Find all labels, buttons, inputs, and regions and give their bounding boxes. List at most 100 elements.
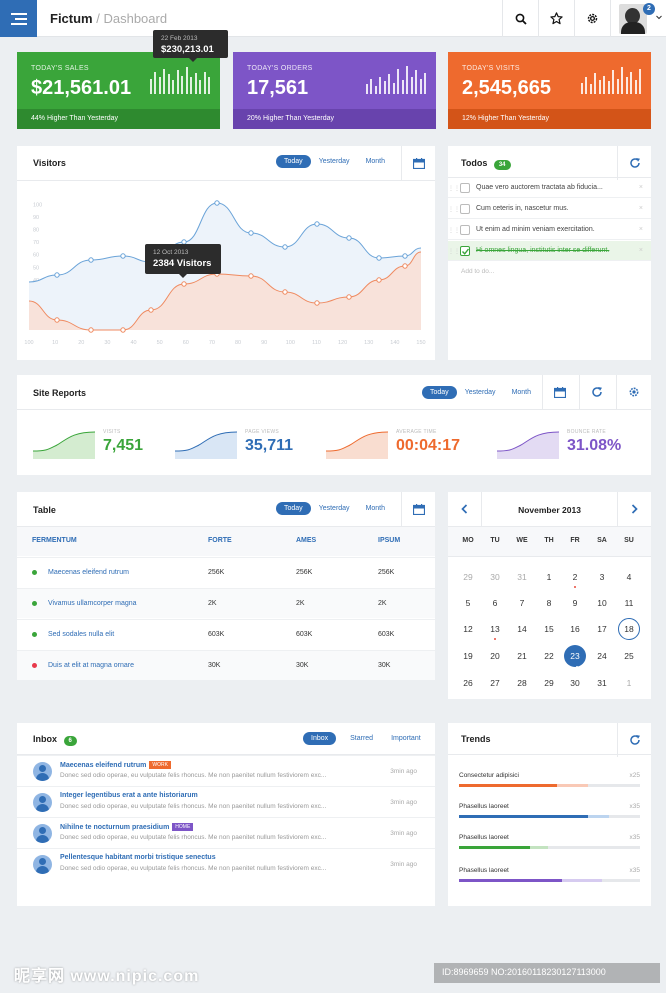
trend-item[interactable]: Phasellus laoreet x35 <box>459 834 640 856</box>
filter-yesterday[interactable]: Yesterday <box>464 389 496 396</box>
visitors-series-blue-point[interactable] <box>120 253 126 259</box>
calendar-day[interactable]: 13 <box>482 619 508 640</box>
report-metric[interactable]: AVERAGE TIME 00:04:17 <box>326 428 466 460</box>
calendar-day[interactable]: 21 <box>517 651 527 661</box>
calendar-day[interactable]: 12 <box>463 624 473 634</box>
visitors-series-orange-point[interactable] <box>181 281 187 287</box>
filter-month[interactable]: Month <box>365 158 386 165</box>
calendar-day[interactable]: 19 <box>463 651 473 661</box>
stat-card[interactable]: TODAY'S SALES $21,561.01 44% Higher Than Y… <box>17 52 220 129</box>
message-subject[interactable]: Pellentesque habitant morbi tristique se… <box>60 854 216 861</box>
calendar-day[interactable]: 15 <box>544 624 554 634</box>
visitors-series-blue-point[interactable] <box>402 253 408 259</box>
calendar-day[interactable]: 25 <box>624 651 634 661</box>
user-menu[interactable]: 2 <box>610 0 666 37</box>
filter-today[interactable]: Today <box>276 155 311 168</box>
visitors-series-orange-point[interactable] <box>120 327 126 333</box>
calendar-day[interactable]: 22 <box>544 651 554 661</box>
drag-handle-icon[interactable]: ⋮⋮ <box>448 249 460 255</box>
brand-name[interactable]: Fictum <box>50 11 93 26</box>
filter-yesterday[interactable]: Yesterday <box>318 158 350 165</box>
stat-card[interactable]: TODAY'S ORDERS 17,561 20% Higher Than Yest… <box>233 52 436 129</box>
visitors-calendar-button[interactable] <box>401 146 435 180</box>
visitors-series-blue-point[interactable] <box>54 272 60 278</box>
site-reports-settings-button[interactable] <box>616 375 650 409</box>
todo-checkbox[interactable] <box>460 204 470 214</box>
calendar-day[interactable]: 23 <box>564 645 586 668</box>
todo-item[interactable]: ⋮⋮ Hi omnes lingua, institutis inter se d… <box>448 241 651 261</box>
calendar-day[interactable]: 16 <box>570 624 580 634</box>
remove-icon[interactable]: × <box>638 247 643 254</box>
column-header[interactable]: FERMENTUM <box>32 537 77 544</box>
cell-name-link[interactable]: Maecenas eleifend rutrum <box>48 569 129 576</box>
drag-handle-icon[interactable]: ⋮⋮ <box>448 207 460 213</box>
site-reports-calendar-button[interactable] <box>542 375 576 409</box>
filter-starred[interactable]: Starred <box>350 735 374 742</box>
calendar-day[interactable]: 5 <box>465 598 471 608</box>
inbox-message[interactable]: Nihilne te nocturnum praesidium HOME Donec… <box>17 817 435 848</box>
visitors-series-blue-point[interactable] <box>282 244 288 250</box>
todo-checkbox[interactable] <box>460 225 470 235</box>
calendar-day[interactable]: 29 <box>463 572 473 582</box>
trend-item[interactable]: Phasellus laoreet x35 <box>459 867 640 889</box>
site-reports-refresh-button[interactable] <box>579 375 613 409</box>
remove-icon[interactable]: × <box>638 226 643 233</box>
filter-inbox[interactable]: Inbox <box>303 732 337 745</box>
calendar-day[interactable]: 17 <box>597 624 607 634</box>
calendar-day[interactable]: 20 <box>490 651 500 661</box>
message-subject[interactable]: Nihilne te nocturnum praesidium HOME <box>60 823 194 831</box>
calendar-day[interactable]: 2 <box>562 567 588 588</box>
settings-button[interactable] <box>574 0 610 37</box>
visitors-series-blue-point[interactable] <box>314 221 320 227</box>
drag-handle-icon[interactable]: ⋮⋮ <box>448 228 460 234</box>
calendar-day[interactable]: 10 <box>597 598 607 608</box>
calendar-day[interactable]: 4 <box>626 572 632 582</box>
visitors-series-orange-point[interactable] <box>148 307 154 313</box>
column-header[interactable]: FORTE <box>208 537 232 544</box>
calendar-day[interactable]: 3 <box>599 572 605 582</box>
visitors-series-orange-point[interactable] <box>402 263 408 269</box>
trend-item[interactable]: Phasellus laoreet x35 <box>459 803 640 825</box>
visitors-series-orange-point[interactable] <box>376 277 382 283</box>
calendar-day[interactable]: 1 <box>546 572 552 582</box>
visitors-series-orange-point[interactable] <box>314 300 320 306</box>
calendar-day[interactable]: 30 <box>490 572 500 582</box>
remove-icon[interactable]: × <box>638 205 643 212</box>
column-header[interactable]: IPSUM <box>378 537 401 544</box>
calendar-next-button[interactable] <box>617 492 651 526</box>
table-row[interactable]: Vivamus ullamcorper magna 2K 2K 2K <box>17 588 435 618</box>
cell-name-link[interactable]: Sed sodales nulla elit <box>48 631 115 638</box>
remove-icon[interactable]: × <box>638 184 643 191</box>
table-calendar-button[interactable] <box>401 492 435 526</box>
todo-item[interactable]: ⋮⋮ Cum ceteris in, nascetur mus. × <box>448 199 651 219</box>
calendar-day[interactable]: 8 <box>546 598 552 608</box>
stat-card[interactable]: TODAY'S VISITS 2,545,665 12% Higher Than Y… <box>448 52 651 129</box>
calendar-day[interactable]: 24 <box>597 651 607 661</box>
calendar-day[interactable]: 31 <box>517 572 527 582</box>
visitors-series-orange-point[interactable] <box>346 294 352 300</box>
trends-refresh-button[interactable] <box>617 723 651 757</box>
calendar-day[interactable]: 31 <box>597 678 607 688</box>
visitors-series-orange-point[interactable] <box>54 317 60 323</box>
visitors-series-orange-point[interactable] <box>88 327 94 333</box>
table-row[interactable]: Duis at elit at magna ornare 30K 30K 30K <box>17 650 435 680</box>
visitors-series-orange-point[interactable] <box>248 273 254 279</box>
calendar-day[interactable]: 9 <box>572 598 578 608</box>
table-row[interactable]: Maecenas eleifend rutrum 256K 256K 256K <box>17 557 435 587</box>
inbox-message[interactable]: Integer legentibus erat a ante historiar… <box>17 786 435 817</box>
report-metric[interactable]: BOUNCE RATE 31.08% <box>497 428 637 460</box>
column-header[interactable]: AMES <box>296 537 317 544</box>
calendar-day[interactable]: 6 <box>492 598 498 608</box>
inbox-message[interactable]: Maecenas eleifend rutrum WORK Donec sed od… <box>17 755 435 786</box>
calendar-day[interactable]: 1 <box>626 678 632 688</box>
calendar-day[interactable]: 26 <box>463 678 473 688</box>
visitors-series-blue-point[interactable] <box>88 257 94 263</box>
cell-name-link[interactable]: Vivamus ullamcorper magna <box>48 600 137 607</box>
calendar-day[interactable]: 11 <box>624 598 634 608</box>
calendar-day[interactable]: 7 <box>519 598 525 608</box>
todo-add-input[interactable]: Add to do... <box>461 268 495 275</box>
inbox-message[interactable]: Pellentesque habitant morbi tristique se… <box>17 848 435 879</box>
search-button[interactable] <box>502 0 538 37</box>
todos-refresh-button[interactable] <box>617 146 651 180</box>
favorites-button[interactable] <box>538 0 574 37</box>
